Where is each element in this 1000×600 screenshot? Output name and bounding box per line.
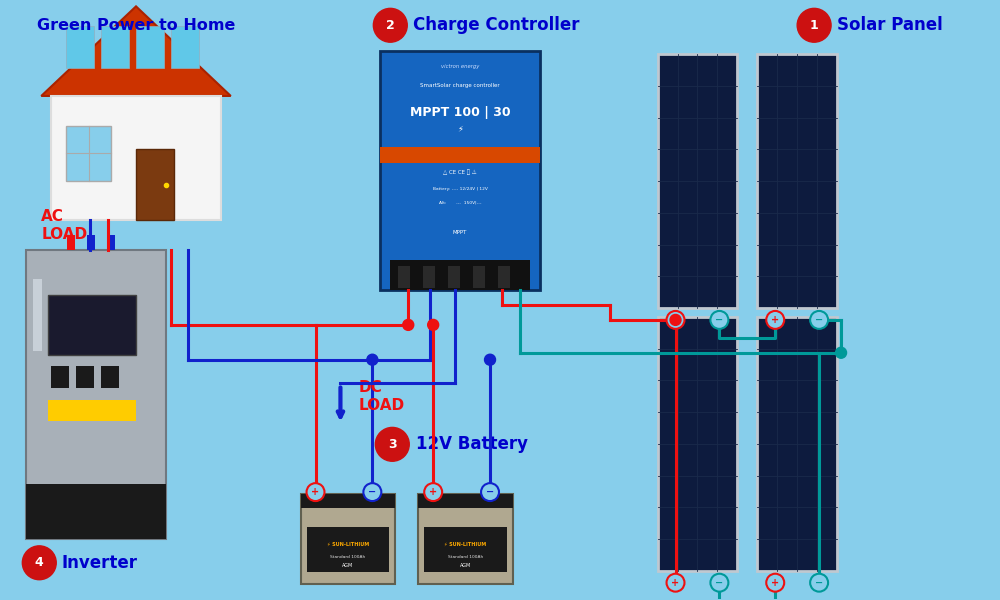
- FancyBboxPatch shape: [757, 317, 837, 571]
- FancyBboxPatch shape: [307, 527, 389, 572]
- Circle shape: [485, 354, 496, 365]
- FancyBboxPatch shape: [101, 26, 129, 68]
- Text: MPPT: MPPT: [453, 230, 467, 235]
- FancyBboxPatch shape: [498, 266, 510, 288]
- FancyBboxPatch shape: [658, 54, 737, 308]
- FancyBboxPatch shape: [658, 317, 737, 571]
- Text: −: −: [815, 315, 823, 325]
- FancyBboxPatch shape: [51, 96, 221, 220]
- Text: Charge Controller: Charge Controller: [413, 16, 580, 34]
- FancyBboxPatch shape: [380, 147, 540, 163]
- FancyBboxPatch shape: [423, 266, 435, 288]
- Circle shape: [766, 574, 784, 592]
- FancyBboxPatch shape: [380, 51, 540, 290]
- Text: −: −: [486, 487, 494, 497]
- Text: Inverter: Inverter: [61, 554, 137, 572]
- FancyBboxPatch shape: [66, 26, 94, 68]
- Text: −: −: [368, 487, 376, 497]
- Circle shape: [403, 319, 414, 331]
- Circle shape: [363, 483, 381, 501]
- Text: Alt:       ---  150V|---: Alt: --- 150V|---: [439, 200, 481, 205]
- Text: 1: 1: [810, 19, 819, 32]
- FancyBboxPatch shape: [26, 250, 166, 539]
- FancyBboxPatch shape: [67, 235, 75, 250]
- Circle shape: [373, 8, 407, 42]
- Text: AGM: AGM: [342, 563, 354, 568]
- Circle shape: [424, 483, 442, 501]
- Circle shape: [710, 311, 728, 329]
- FancyBboxPatch shape: [301, 494, 395, 584]
- Text: 3: 3: [388, 438, 397, 451]
- Text: MPPT 100 | 30: MPPT 100 | 30: [410, 106, 510, 119]
- Text: victron energy: victron energy: [441, 64, 479, 68]
- FancyBboxPatch shape: [33, 279, 42, 351]
- Circle shape: [367, 354, 378, 365]
- FancyBboxPatch shape: [26, 484, 166, 539]
- FancyBboxPatch shape: [390, 260, 530, 290]
- Circle shape: [667, 311, 684, 329]
- Text: Solar Panel: Solar Panel: [837, 16, 943, 34]
- FancyBboxPatch shape: [424, 527, 507, 572]
- Circle shape: [667, 574, 684, 592]
- Text: 2: 2: [386, 19, 395, 32]
- Circle shape: [307, 483, 324, 501]
- Text: Green Power to Home: Green Power to Home: [37, 18, 235, 33]
- Text: +: +: [771, 578, 779, 587]
- Text: +: +: [671, 578, 680, 587]
- FancyBboxPatch shape: [171, 26, 199, 68]
- Circle shape: [797, 8, 831, 42]
- Circle shape: [481, 483, 499, 501]
- FancyBboxPatch shape: [76, 365, 94, 388]
- Text: ⚡ SUN-LITHIUM: ⚡ SUN-LITHIUM: [327, 541, 369, 547]
- Text: Battery: ---- 12/24V | 12V: Battery: ---- 12/24V | 12V: [433, 187, 488, 191]
- FancyBboxPatch shape: [48, 295, 136, 355]
- FancyBboxPatch shape: [101, 365, 119, 388]
- Text: ⚡: ⚡: [457, 124, 463, 133]
- Circle shape: [375, 427, 409, 461]
- Circle shape: [766, 311, 784, 329]
- FancyBboxPatch shape: [418, 494, 513, 584]
- Circle shape: [810, 311, 828, 329]
- Text: +: +: [311, 487, 320, 497]
- Text: +: +: [771, 315, 779, 325]
- FancyBboxPatch shape: [301, 494, 395, 508]
- Text: 12V Battery: 12V Battery: [416, 436, 528, 454]
- Text: ⚡ SUN-LITHIUM: ⚡ SUN-LITHIUM: [444, 541, 487, 547]
- FancyBboxPatch shape: [51, 365, 69, 388]
- Circle shape: [710, 574, 728, 592]
- FancyBboxPatch shape: [136, 149, 174, 220]
- FancyBboxPatch shape: [136, 26, 164, 68]
- Text: −: −: [715, 315, 723, 325]
- Text: −: −: [815, 578, 823, 587]
- Text: AGM: AGM: [460, 563, 471, 568]
- Text: DC
LOAD: DC LOAD: [358, 380, 405, 413]
- Text: +: +: [429, 487, 437, 497]
- FancyBboxPatch shape: [398, 266, 410, 288]
- FancyBboxPatch shape: [448, 266, 460, 288]
- FancyBboxPatch shape: [107, 235, 115, 250]
- Text: AC
LOAD: AC LOAD: [41, 209, 87, 242]
- FancyBboxPatch shape: [48, 400, 136, 421]
- FancyBboxPatch shape: [473, 266, 485, 288]
- Text: 4: 4: [35, 556, 44, 569]
- Text: Standard 100Ah: Standard 100Ah: [448, 555, 483, 559]
- FancyBboxPatch shape: [87, 235, 95, 250]
- Text: SmartSolar charge controller: SmartSolar charge controller: [420, 83, 500, 88]
- Text: +: +: [671, 315, 680, 325]
- FancyBboxPatch shape: [418, 494, 513, 508]
- Circle shape: [428, 319, 439, 331]
- Text: −: −: [715, 578, 723, 587]
- FancyBboxPatch shape: [66, 126, 111, 181]
- Circle shape: [670, 314, 681, 325]
- Text: △ CE CE Ⓟ ⚠: △ CE CE Ⓟ ⚠: [443, 170, 477, 175]
- Circle shape: [836, 347, 847, 358]
- Text: Standard 100Ah: Standard 100Ah: [330, 555, 366, 559]
- Circle shape: [810, 574, 828, 592]
- Polygon shape: [41, 7, 231, 96]
- FancyBboxPatch shape: [757, 54, 837, 308]
- Circle shape: [22, 546, 56, 580]
